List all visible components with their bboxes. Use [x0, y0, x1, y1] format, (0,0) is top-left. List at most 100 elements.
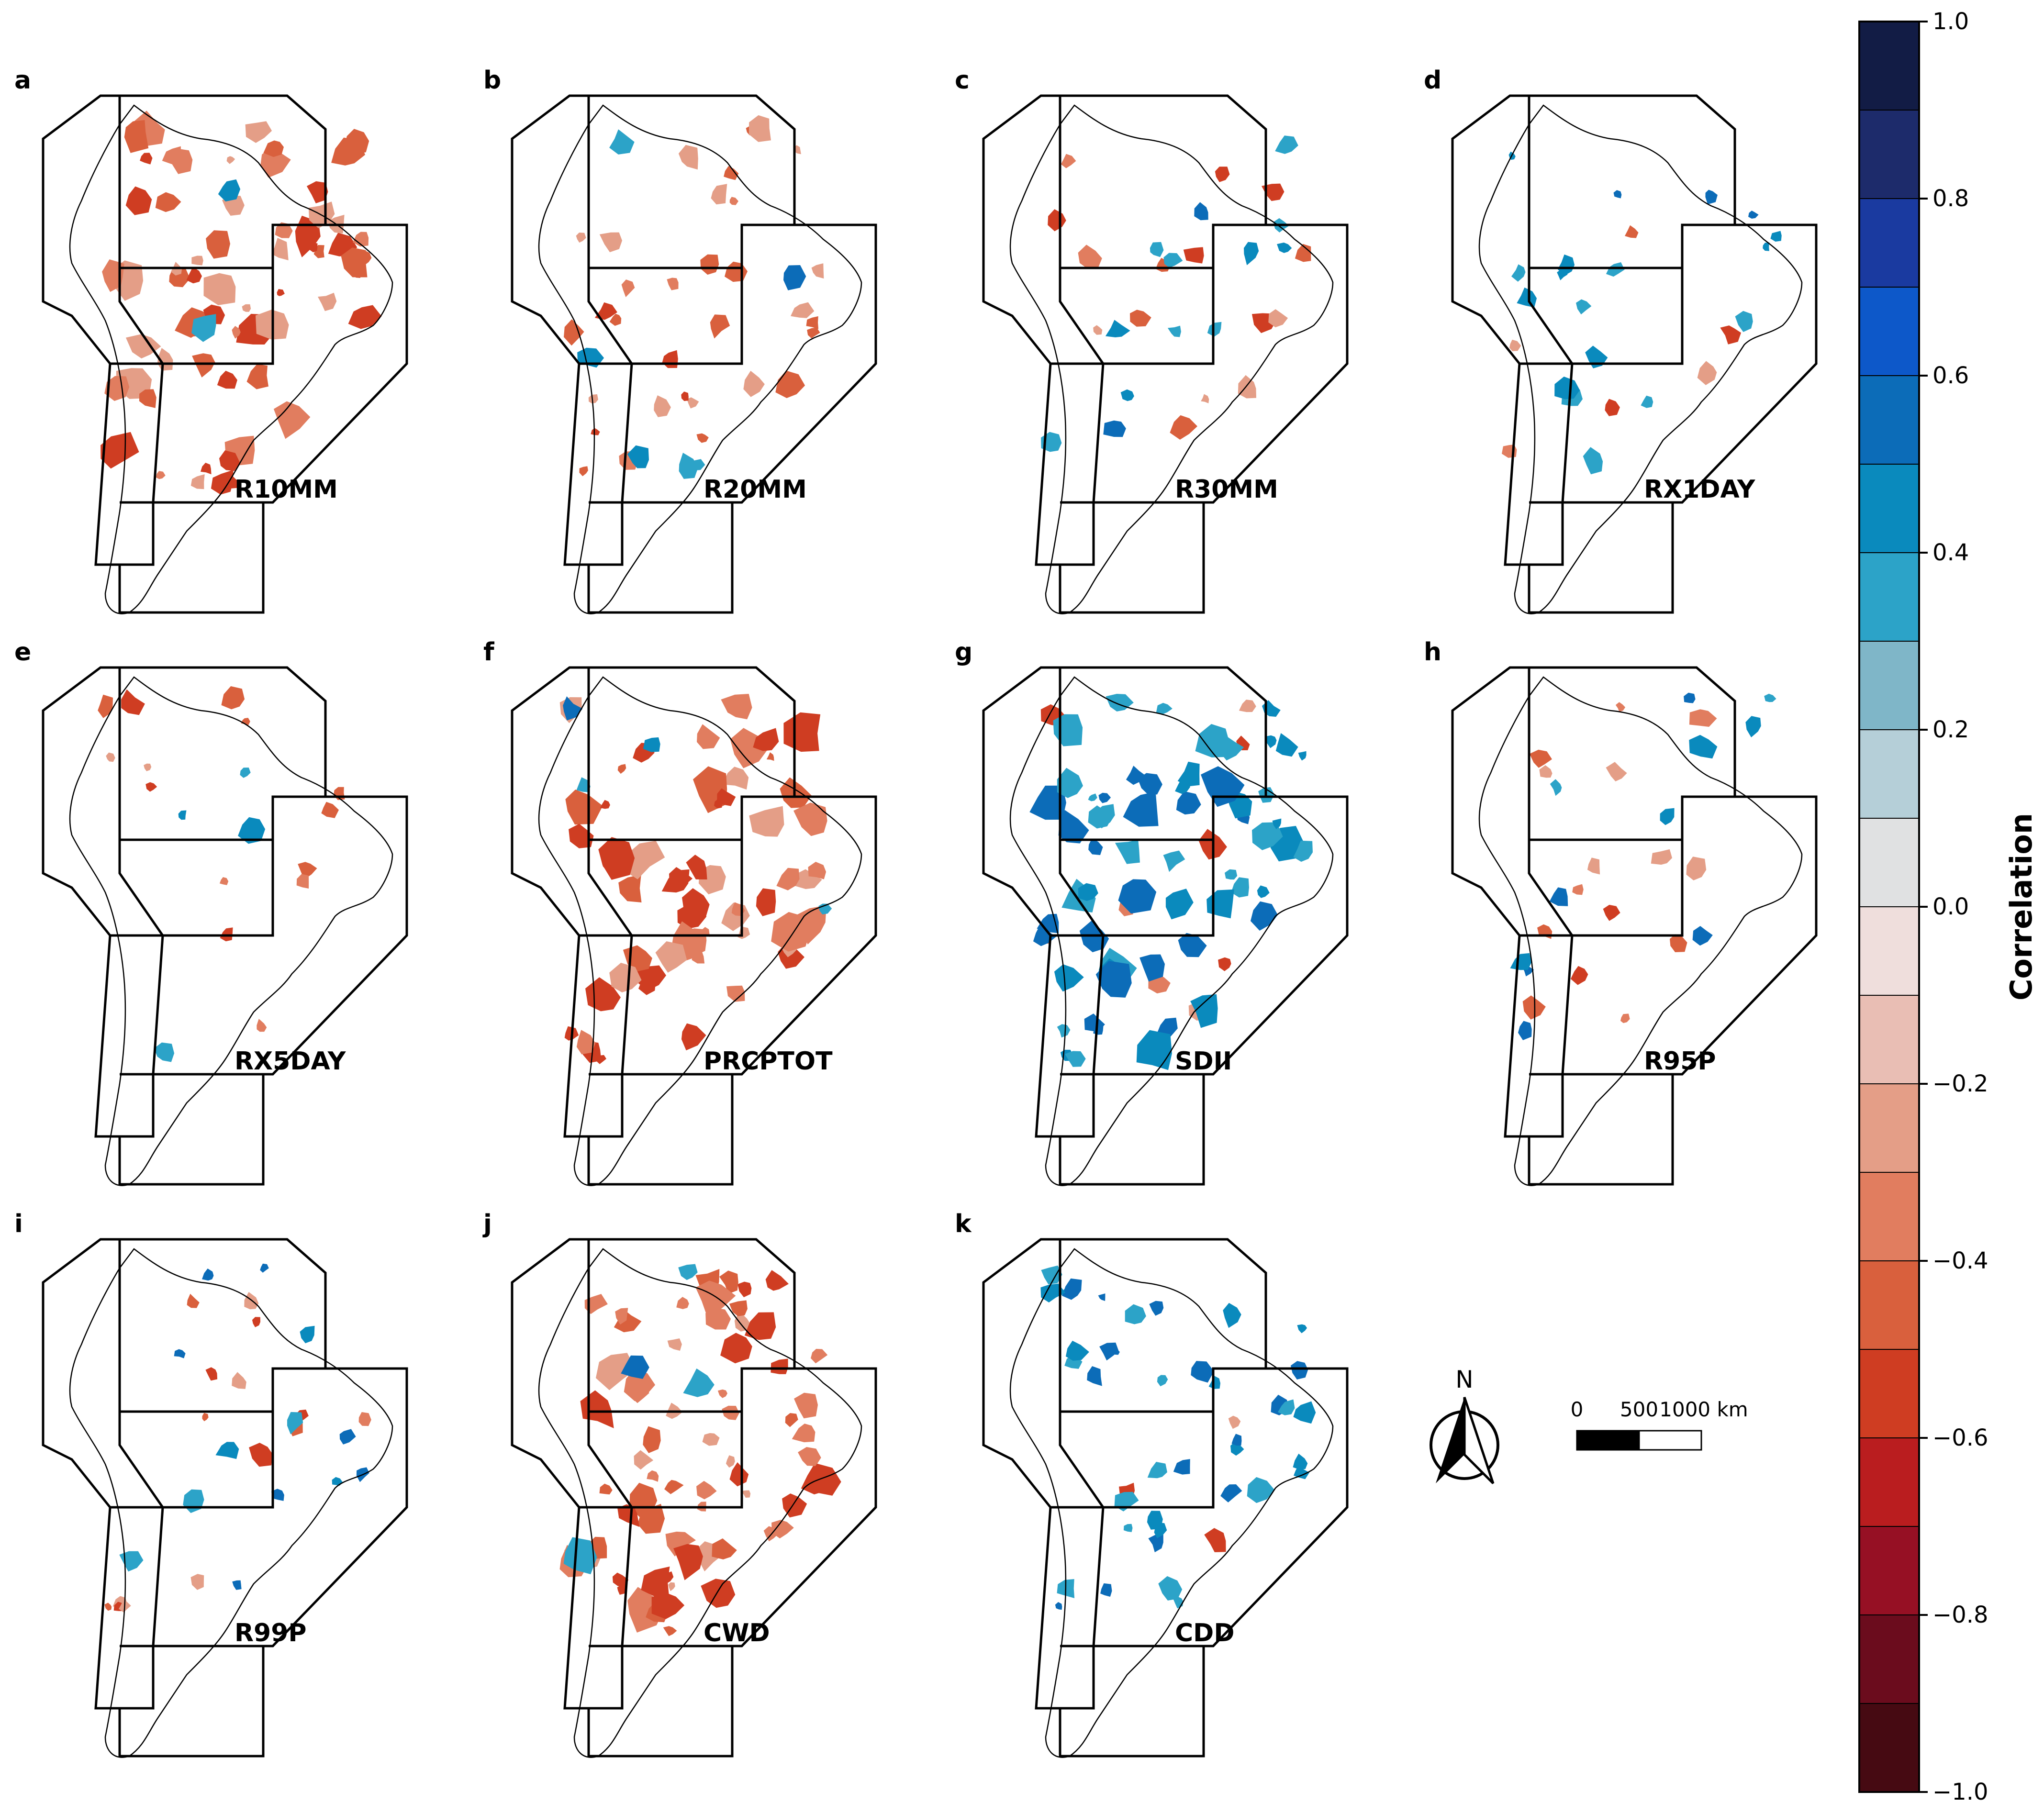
correlation-patch: [219, 450, 240, 471]
correlation-patch: [1095, 961, 1132, 998]
correlation-patches: [1510, 692, 1776, 1040]
correlation-patch: [1058, 810, 1089, 844]
correlation-patch: [1118, 879, 1157, 914]
correlation-patch: [1252, 822, 1283, 850]
correlation-patch: [98, 694, 113, 718]
correlation-patch: [1093, 325, 1103, 335]
correlation-patch: [1264, 735, 1277, 748]
correlation-patch: [1587, 857, 1600, 875]
north-arrow-right-half: [1463, 1397, 1495, 1484]
correlation-patch: [309, 243, 318, 253]
correlation-patch: [178, 810, 187, 820]
colorbar-swatch: [1859, 1172, 1919, 1261]
correlation-patch: [1138, 773, 1162, 795]
correlation-patch: [191, 256, 203, 266]
correlation-patch: [1620, 1013, 1630, 1024]
correlation-patch: [1689, 735, 1718, 759]
correlation-patch: [1735, 311, 1753, 332]
correlation-patch: [775, 370, 805, 398]
correlation-patch: [599, 232, 622, 253]
correlation-patch: [1065, 1340, 1089, 1361]
coastline: [1478, 104, 1803, 614]
correlation-patch: [1100, 1583, 1112, 1597]
colorbar-tick-label: 0.0: [1932, 893, 1969, 920]
correlation-patch: [1218, 957, 1231, 971]
correlation-patch: [238, 817, 266, 844]
scale-label-1000: 1000 km: [1659, 1398, 1748, 1421]
colorbar-tick-label: 0.6: [1932, 362, 1969, 389]
correlation-patch: [1554, 377, 1580, 400]
correlation-patch: [647, 1470, 659, 1482]
correlation-patch: [596, 1055, 606, 1064]
correlation-patches: [1029, 694, 1313, 1070]
correlation-patch: [1293, 840, 1313, 862]
correlation-patch: [1275, 135, 1298, 154]
correlation-patch: [811, 263, 824, 279]
correlation-patch: [119, 1551, 144, 1572]
correlation-patch: [771, 912, 811, 952]
correlation-patch: [245, 121, 272, 143]
correlation-patch: [1651, 849, 1672, 865]
correlation-patch: [729, 197, 738, 205]
colorbar: 1.0 0.8 0.6 0.4 0.2 0.0 −0.2 −0.4 −0.6 −0.8 −1.0 Co…: [1858, 8, 2039, 1805]
region-outlines: [983, 1239, 1347, 1756]
region-outlines: [512, 1239, 876, 1756]
map-panel-rx5day: [43, 668, 407, 1186]
correlation-patch: [1244, 242, 1259, 266]
correlation-patch: [1223, 1302, 1241, 1328]
correlation-patch: [1660, 808, 1675, 825]
correlation-patch: [348, 305, 382, 329]
index-label: R20MM: [704, 475, 807, 504]
correlation-patch: [1204, 1528, 1226, 1552]
correlation-patch: [1190, 994, 1218, 1028]
correlation-patch: [594, 302, 617, 320]
correlation-patch: [218, 179, 241, 202]
correlation-patch: [655, 941, 687, 973]
correlation-patch: [1509, 339, 1521, 351]
correlation-patch: [1208, 1375, 1220, 1389]
correlation-patch: [794, 869, 822, 889]
panel-letter: j: [482, 1210, 492, 1238]
colorbar-tick-label: 1.0: [1932, 8, 1969, 35]
index-label: CWD: [704, 1619, 770, 1647]
correlation-patch: [1606, 262, 1625, 277]
panel-letter: h: [1424, 638, 1441, 667]
correlation-patch: [1201, 394, 1209, 403]
colorbar-swatch: [1859, 1526, 1919, 1615]
correlation-patch: [717, 1389, 727, 1398]
panel-letter: k: [955, 1210, 972, 1238]
correlation-patch: [1530, 749, 1552, 768]
colorbar-swatch: [1859, 22, 1919, 111]
colorbar-swatch: [1859, 199, 1919, 288]
region-outlines: [43, 668, 407, 1184]
colorbar-swatch: [1859, 1438, 1919, 1527]
panel-letter: c: [955, 66, 970, 95]
correlation-patch: [679, 453, 698, 479]
correlation-patch: [634, 1450, 654, 1470]
coastline: [1009, 104, 1334, 614]
correlation-patch: [1150, 242, 1164, 257]
correlation-patch: [743, 370, 765, 397]
correlation-patch: [1770, 231, 1782, 242]
correlation-patch: [710, 314, 730, 339]
correlation-patch: [599, 1483, 613, 1495]
correlation-patch: [1238, 375, 1256, 399]
correlation-patch: [1048, 209, 1066, 232]
correlation-patch: [1684, 692, 1696, 703]
map-panel-cdd: [983, 1239, 1347, 1758]
correlation-patches: [1502, 151, 1782, 475]
panel-letter: d: [1424, 66, 1441, 95]
map-panel-sdii: [983, 668, 1347, 1186]
correlation-patches: [1041, 135, 1311, 452]
correlation-patch: [627, 445, 649, 468]
correlation-patch: [1293, 1453, 1308, 1470]
correlation-patch: [1262, 183, 1284, 201]
correlation-patch: [140, 153, 153, 165]
correlation-patch: [683, 1368, 715, 1397]
scale-bar: 0 500 1000 km: [1571, 1398, 1748, 1451]
correlation-patch: [242, 304, 251, 312]
correlation-patch: [580, 1390, 614, 1428]
correlation-patch: [1183, 247, 1204, 264]
correlation-patch: [806, 316, 819, 329]
correlation-patch: [1207, 322, 1222, 337]
